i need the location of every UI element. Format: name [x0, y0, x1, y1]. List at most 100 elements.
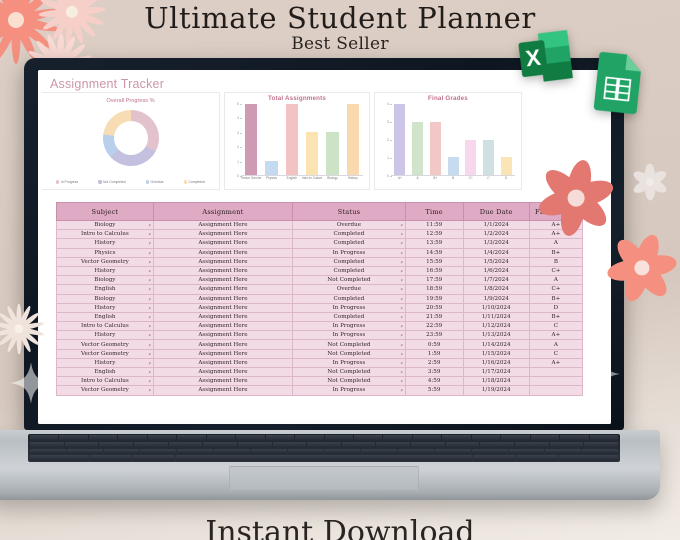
cell-subject[interactable]: History [56, 265, 154, 277]
bar-column[interactable] [462, 104, 480, 175]
cell-time[interactable]: 17:59 [404, 275, 464, 286]
cell-final-grade[interactable]: A+ [528, 219, 584, 231]
cell-subject[interactable]: Physics [56, 247, 154, 258]
cell-due-date[interactable]: 1/12/2024 [462, 321, 530, 332]
table-column-header[interactable]: Status [292, 202, 406, 221]
cell-subject[interactable]: Intro to Calculus [56, 376, 154, 387]
bar-column[interactable] [282, 104, 302, 175]
table-row[interactable]: Intro to CalculusAssignment HereComplete… [56, 229, 584, 240]
bar-column[interactable] [409, 104, 427, 175]
cell-subject[interactable]: Biology [56, 275, 154, 286]
bar-column[interactable] [261, 104, 281, 175]
cell-assignment[interactable]: Assignment Here [152, 265, 294, 277]
cell-status[interactable]: Not Completed [292, 366, 406, 378]
bar-column[interactable] [480, 104, 498, 175]
cell-subject[interactable]: History [56, 357, 154, 369]
cell-final-grade[interactable]: C [528, 348, 584, 359]
cell-subject[interactable]: History [56, 330, 154, 341]
bar-chart-plot[interactable]: 0 1 2 3 4 5 Vector Geometry Physics EnglishIntr… [225, 102, 367, 187]
cell-final-grade[interactable]: A [528, 238, 584, 249]
cell-due-date[interactable]: 1/4/2024 [462, 247, 530, 258]
cell-time[interactable]: 23:59 [404, 330, 464, 341]
cell-subject[interactable]: Vector Geometry [56, 256, 154, 267]
cell-subject[interactable]: English [56, 311, 154, 323]
cell-status[interactable]: Completed [292, 311, 406, 323]
cell-due-date[interactable]: 1/11/2024 [462, 311, 530, 323]
cell-due-date[interactable]: 1/10/2024 [462, 302, 530, 313]
cell-final-grade[interactable]: A+ [528, 357, 584, 369]
cell-due-date[interactable]: 1/1/2024 [462, 219, 530, 231]
cell-time[interactable]: 5:59 [404, 385, 464, 396]
cell-status[interactable]: In Progress [292, 330, 406, 341]
table-row[interactable]: HistoryAssignment HereCompleted16:591/6/… [56, 265, 584, 277]
cell-status[interactable]: Completed [292, 256, 406, 267]
cell-final-grade[interactable]: A+ [528, 330, 584, 341]
cell-assignment[interactable]: Assignment Here [152, 366, 294, 378]
cell-time[interactable]: 12:59 [404, 229, 464, 240]
cell-time[interactable]: 19:59 [404, 293, 464, 304]
table-column-header[interactable]: Subject [56, 202, 154, 221]
table-row[interactable]: EnglishAssignment HereCompleted21:591/11… [56, 311, 584, 323]
cell-status[interactable]: Completed [292, 229, 406, 240]
cell-due-date[interactable]: 1/3/2024 [462, 238, 530, 249]
cell-due-date[interactable]: 1/13/2024 [462, 330, 530, 341]
cell-subject[interactable]: Vector Geometry [56, 339, 154, 350]
bar-column[interactable] [444, 104, 462, 175]
cell-time[interactable]: 13:59 [404, 238, 464, 249]
cell-due-date[interactable]: 1/6/2024 [462, 265, 530, 277]
cell-subject[interactable]: History [56, 238, 154, 249]
cell-status[interactable]: In Progress [292, 385, 406, 396]
cell-due-date[interactable]: 1/16/2024 [462, 357, 530, 369]
cell-time[interactable]: 15:59 [404, 256, 464, 267]
cell-status[interactable]: In Progress [292, 247, 406, 258]
cell-subject[interactable]: Biology [56, 293, 154, 304]
cell-subject[interactable]: History [56, 302, 154, 313]
cell-assignment[interactable]: Assignment Here [152, 321, 294, 332]
table-row[interactable]: Vector GeometryAssignment HereCompleted1… [56, 256, 584, 267]
cell-subject[interactable]: Vector Geometry [56, 348, 154, 359]
cell-assignment[interactable]: Assignment Here [152, 348, 294, 359]
cell-assignment[interactable]: Assignment Here [152, 284, 294, 295]
cell-subject[interactable]: Intro to Calculus [56, 229, 154, 240]
bar-column[interactable] [343, 104, 363, 175]
cell-assignment[interactable]: Assignment Here [152, 385, 294, 396]
cell-due-date[interactable]: 1/15/2024 [462, 348, 530, 359]
cell-time[interactable]: 20:59 [404, 302, 464, 313]
cell-due-date[interactable]: 1/17/2024 [462, 366, 530, 378]
cell-status[interactable]: In Progress [292, 321, 406, 332]
bar-column[interactable] [322, 104, 342, 175]
cell-status[interactable]: Completed [292, 265, 406, 277]
cell-final-grade[interactable]: D [528, 302, 584, 313]
cell-time[interactable]: 2:59 [404, 357, 464, 369]
cell-status[interactable]: Overdue [292, 219, 406, 231]
cell-assignment[interactable]: Assignment Here [152, 256, 294, 267]
bar-column[interactable] [426, 104, 444, 175]
bar-column[interactable] [241, 104, 261, 175]
cell-status[interactable]: In Progress [292, 302, 406, 313]
bar-column[interactable] [391, 104, 409, 175]
donut-chart[interactable] [102, 110, 159, 166]
cell-subject[interactable]: Vector Geometry [56, 385, 154, 396]
table-column-header[interactable]: Due Date [462, 202, 530, 221]
cell-subject[interactable]: English [56, 284, 154, 295]
cell-assignment[interactable]: Assignment Here [152, 357, 294, 369]
cell-due-date[interactable]: 1/14/2024 [462, 339, 530, 350]
cell-assignment[interactable]: Assignment Here [152, 219, 294, 231]
cell-due-date[interactable]: 1/19/2024 [462, 385, 530, 396]
cell-final-grade[interactable]: B+ [528, 311, 584, 323]
table-column-header[interactable]: Time [404, 202, 464, 221]
cell-status[interactable]: Not Completed [292, 339, 406, 350]
cell-assignment[interactable]: Assignment Here [152, 330, 294, 341]
cell-time[interactable]: 16:59 [404, 265, 464, 277]
cell-subject[interactable]: Biology [56, 219, 154, 231]
